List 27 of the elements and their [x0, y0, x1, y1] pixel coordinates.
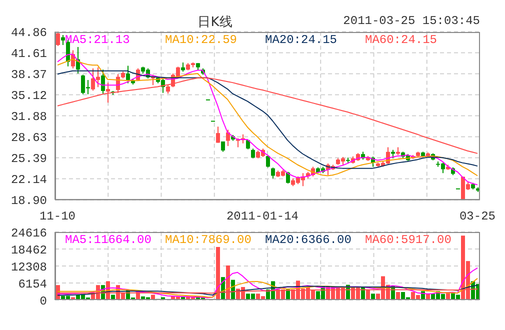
y-tick-label: 38.37 — [10, 68, 47, 82]
y-tick-label: 41.61 — [10, 46, 47, 61]
chart-subtitle: 2011-03-25 15:03:45 — [343, 14, 480, 28]
y-tick-label: 0 — [40, 294, 47, 308]
y-tick-label: 31.88 — [10, 110, 47, 124]
text: MA20:6366.00 — [265, 233, 352, 247]
series-label: MA5:21.13 — [65, 32, 130, 47]
y-tick-label: 18462 — [10, 243, 47, 258]
x-tick-label: 2011-01-14 — [226, 210, 299, 224]
y-tick-label: 25.39 — [10, 152, 47, 166]
y-tick-label: 12308 — [10, 260, 47, 274]
y-tick-label: 18.90 — [10, 194, 47, 208]
x-tick-label: 11-10 — [39, 210, 76, 224]
text: MA10:7869.00 — [165, 233, 252, 247]
y-tick-label: 24616 — [10, 226, 47, 240]
y-tick-label: 22.14 — [10, 172, 47, 187]
chart-title: 日K线 — [196, 14, 234, 31]
y-tick-label: 35.12 — [10, 88, 47, 103]
y-tick-label: 6154 — [18, 277, 47, 292]
text: MA60:5917.00 — [365, 233, 452, 247]
y-tick-label: 28.63 — [10, 130, 47, 145]
text: MA5:11664.00 — [65, 233, 152, 247]
y-tick-label: 44.86 — [10, 26, 47, 40]
x-tick-label: 03-25 — [459, 210, 496, 224]
text: MA60:24.15 — [365, 32, 438, 47]
text: MA10:22.59 — [165, 32, 238, 47]
text: MA20:24.15 — [265, 32, 338, 47]
